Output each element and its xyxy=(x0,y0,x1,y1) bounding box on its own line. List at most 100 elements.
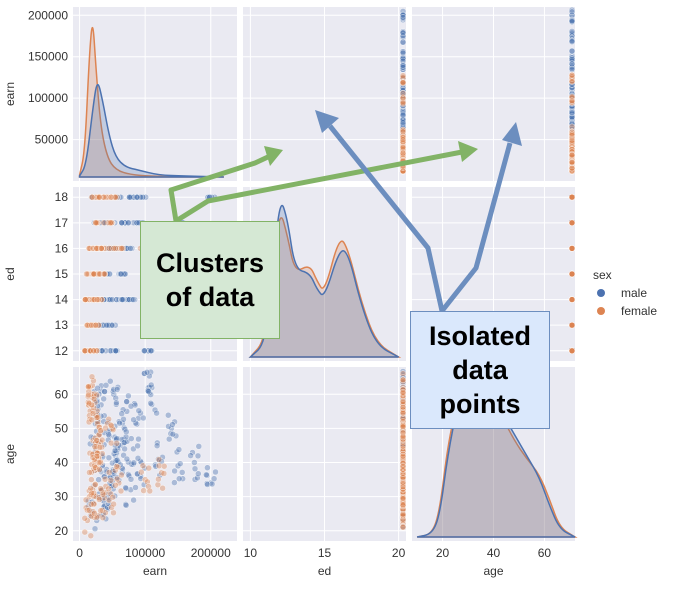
scatter-point-male xyxy=(119,296,126,303)
scatter-point-male xyxy=(113,399,120,406)
y-tick-label-age: 30 xyxy=(55,490,69,504)
scatter-point-male xyxy=(568,52,576,59)
scatter-point-female xyxy=(568,158,576,166)
scatter-point-female xyxy=(88,373,96,380)
scatter-point-female xyxy=(146,487,154,495)
scatter-point-male xyxy=(107,378,114,385)
scatter-point-female xyxy=(86,469,93,476)
scatter-point-male xyxy=(112,347,120,354)
scatter-point-male xyxy=(203,471,210,478)
scatter-point-female xyxy=(145,464,153,472)
scatter-point-male xyxy=(568,120,576,128)
scatter-point-male xyxy=(210,475,218,482)
scatter-point-male xyxy=(127,245,134,252)
scatter-point-female xyxy=(399,138,407,146)
scatter-point-female xyxy=(568,123,576,131)
scatter-point-female xyxy=(93,452,101,460)
scatter-point-female xyxy=(117,487,125,495)
legend-marker-male xyxy=(597,289,605,297)
scatter-point-female xyxy=(138,468,145,476)
scatter-point-female xyxy=(399,470,407,477)
x-tick-label-age: 40 xyxy=(487,546,501,560)
scatter-point-female xyxy=(568,71,576,79)
scatter-point-female xyxy=(110,509,117,516)
scatter-point-male xyxy=(568,6,576,14)
scatter-point-female xyxy=(101,476,109,483)
scatter-point-female xyxy=(399,495,407,502)
scatter-point-female xyxy=(568,146,576,153)
scatter-point-female xyxy=(85,507,93,514)
scatter-point-male xyxy=(134,455,142,462)
x-tick-label-ed: 15 xyxy=(318,546,332,560)
scatter-point-female xyxy=(568,219,576,227)
scatter-point-male xyxy=(568,17,576,25)
scatter-point-female xyxy=(90,347,97,354)
scatter-point-female xyxy=(399,483,407,490)
y-axis-label-age: age xyxy=(3,444,17,464)
scatter-point-male xyxy=(399,49,407,57)
scatter-point-female xyxy=(568,245,576,252)
scatter-point-female xyxy=(92,219,99,227)
scatter-point-male xyxy=(123,455,131,463)
scatter-point-female xyxy=(568,75,576,82)
scatter-point-female xyxy=(568,347,576,354)
scatter-point-male xyxy=(135,435,142,443)
scatter-point-male xyxy=(171,479,178,486)
scatter-point-male xyxy=(91,525,99,532)
scatter-point-male xyxy=(171,467,178,475)
scatter-point-male xyxy=(129,296,137,303)
scatter-point-male xyxy=(111,447,119,454)
y-tick-label-ed: 18 xyxy=(55,190,69,204)
scatter-point-male xyxy=(100,395,107,403)
scatter-point-male xyxy=(568,84,576,92)
scatter-point-female xyxy=(112,482,119,489)
scatter-point-male xyxy=(399,119,407,126)
kde-earn-female xyxy=(78,26,224,178)
scatter-point-male xyxy=(187,452,194,459)
scatter-point-female xyxy=(155,456,163,463)
scatter-point-male xyxy=(143,369,151,376)
scatter-point-female xyxy=(568,322,576,329)
scatter-point-female xyxy=(568,139,576,146)
scatter-point-male xyxy=(125,219,132,227)
legend-marker-female xyxy=(597,307,605,315)
y-tick-label-age: 20 xyxy=(55,524,69,538)
scatter-point-male xyxy=(568,28,576,35)
scatter-point-male xyxy=(118,219,125,227)
scatter-point-female xyxy=(399,443,407,450)
scatter-point-female xyxy=(399,128,407,136)
scatter-point-male xyxy=(399,109,407,117)
scatter-point-female xyxy=(399,423,407,430)
scatter-point-male xyxy=(204,464,211,471)
scatter-point-male xyxy=(147,381,155,389)
scatter-point-female xyxy=(87,501,95,508)
scatter-point-male xyxy=(194,452,202,460)
scatter-point-female xyxy=(96,444,104,451)
x-tick-label-ed: 10 xyxy=(244,546,258,560)
scatter-point-female xyxy=(399,410,407,417)
scatter-point-male xyxy=(568,12,576,19)
scatter-point-female xyxy=(399,463,407,470)
scatter-point-male xyxy=(147,400,154,407)
scatter-point-female xyxy=(99,514,107,521)
x-axis-label-ed: ed xyxy=(318,564,331,578)
scatter-point-male xyxy=(191,465,199,472)
scatter-point-female xyxy=(105,485,112,492)
scatter-point-male xyxy=(123,428,130,436)
scatter-point-male xyxy=(132,484,139,491)
y-tick-label-age: 50 xyxy=(55,421,69,435)
scatter-point-male xyxy=(568,47,576,55)
scatter-point-male xyxy=(113,457,121,464)
scatter-point-female xyxy=(118,245,125,252)
y-tick-label-age: 60 xyxy=(55,387,69,401)
scatter-point-female xyxy=(85,391,92,399)
y-tick-label-age: 40 xyxy=(55,456,69,470)
scatter-point-female xyxy=(96,466,103,473)
scatter-point-male xyxy=(399,29,407,36)
scatter-point-male xyxy=(121,445,128,453)
scatter-point-male xyxy=(399,112,407,119)
scatter-point-male xyxy=(133,193,141,201)
scatter-point-female xyxy=(159,485,166,492)
scatter-point-male xyxy=(140,414,147,422)
